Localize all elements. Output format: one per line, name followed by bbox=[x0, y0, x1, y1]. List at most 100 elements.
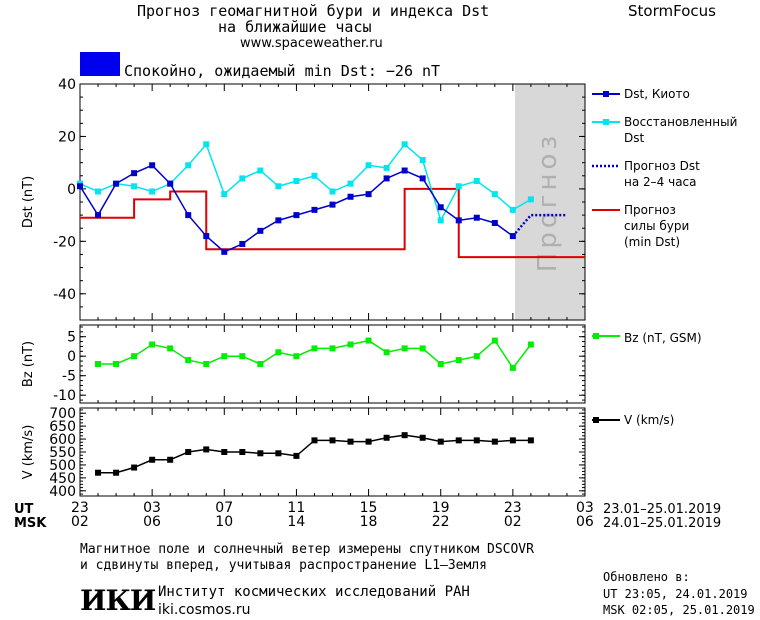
dst-restored-point bbox=[257, 167, 264, 174]
v-ytick-label: 700 bbox=[49, 406, 76, 422]
msk-tick-label: 06 bbox=[576, 514, 594, 530]
ut-tick-label: 19 bbox=[431, 500, 450, 516]
legend-storm-1: Прогноз bbox=[624, 203, 676, 217]
bz-panel-frame bbox=[79, 324, 586, 404]
footer-note-2: и сдвинуты вперед, учитывая распростране… bbox=[80, 558, 487, 573]
bz-point bbox=[113, 361, 120, 367]
legend-bz: Bz (nT, GSM) bbox=[624, 331, 702, 345]
dst-restored-point bbox=[455, 183, 462, 190]
ut-label: UT bbox=[14, 502, 34, 517]
msk-tick-label: 14 bbox=[287, 514, 306, 530]
legend-v: V (km/s) bbox=[624, 413, 674, 427]
dst-restored-point bbox=[293, 178, 300, 185]
v-point bbox=[167, 456, 174, 463]
bz-point bbox=[329, 345, 336, 352]
updated-label: Обновлено в: bbox=[603, 570, 690, 584]
forecast-band-label: Прогноз bbox=[533, 132, 563, 272]
bz-axis-title: Bz (nT) bbox=[21, 341, 36, 387]
dst-kyoto-point bbox=[455, 217, 462, 224]
dst-restored-point bbox=[203, 141, 210, 148]
dst-axis-title: Dst (nT) bbox=[21, 176, 36, 228]
dst-kyoto-point bbox=[419, 175, 426, 182]
v-point bbox=[329, 437, 336, 444]
dst-restored-point bbox=[131, 183, 138, 190]
dst-restored-point bbox=[275, 183, 282, 190]
msk-label: MSK bbox=[14, 516, 47, 531]
legend-storm-2: силы бури bbox=[624, 219, 689, 233]
bz-ytick-label: 0 bbox=[67, 349, 76, 365]
dst-ytick-label: -40 bbox=[53, 287, 76, 303]
v-point bbox=[149, 456, 156, 463]
v-point bbox=[491, 438, 498, 445]
v-point bbox=[419, 434, 426, 441]
v-point bbox=[113, 469, 120, 476]
dst-restored-point bbox=[437, 217, 444, 224]
ut-tick-label: 15 bbox=[359, 500, 378, 516]
dst-restored-point bbox=[347, 180, 354, 187]
msk-tick-label: 02 bbox=[71, 514, 89, 530]
v-point bbox=[455, 437, 462, 444]
title-line-1: Прогноз геомагнитной бури и индекса Dst bbox=[137, 2, 490, 20]
msk-tick-label: 22 bbox=[431, 514, 450, 530]
bz-point bbox=[437, 361, 444, 367]
ut-tick-label: 11 bbox=[287, 500, 306, 516]
bz-point bbox=[203, 361, 210, 367]
v-ytick-label: 500 bbox=[49, 458, 76, 474]
v-point bbox=[203, 446, 210, 453]
dst-restored-point bbox=[419, 157, 426, 164]
msk-tick-label: 10 bbox=[215, 514, 234, 530]
dst-kyoto-point bbox=[185, 212, 192, 219]
legend-dst: Dst, Киото bbox=[624, 87, 690, 101]
dst-kyoto-point bbox=[95, 212, 102, 219]
dst-restored-line bbox=[79, 142, 532, 223]
dst-ytick-label: -20 bbox=[53, 234, 76, 250]
dst-kyoto-point bbox=[347, 193, 354, 200]
ut-tick-label: 23 bbox=[71, 500, 89, 516]
bz-point bbox=[167, 345, 174, 352]
dst-kyoto-point bbox=[149, 162, 156, 169]
site-url: www.spaceweather.ru bbox=[240, 36, 383, 51]
bz-point bbox=[401, 345, 408, 352]
dst-kyoto-point bbox=[167, 180, 174, 187]
dst-restored-point bbox=[239, 175, 246, 182]
bz-point bbox=[311, 345, 318, 352]
storm-forecast-line bbox=[80, 187, 585, 259]
ut-tick-label: 03 bbox=[576, 500, 594, 516]
dst-ytick-label: 20 bbox=[58, 129, 76, 145]
v-ytick-label: 550 bbox=[49, 445, 76, 461]
v-ytick-label: 400 bbox=[49, 484, 76, 500]
dst-restored-point bbox=[329, 188, 336, 195]
bz-point bbox=[491, 337, 498, 344]
v-point bbox=[347, 438, 354, 445]
dst-restored-point bbox=[473, 178, 480, 185]
bz-ytick-label: -10 bbox=[53, 388, 76, 404]
dst-restored-point bbox=[221, 191, 228, 198]
bz-ytick-label: 5 bbox=[67, 330, 76, 346]
footer-note-1: Магнитное поле и солнечный ветер измерен… bbox=[80, 542, 534, 557]
bz-point bbox=[95, 361, 102, 367]
dst-restored-point bbox=[509, 206, 516, 213]
bz-point bbox=[239, 353, 246, 360]
dst-kyoto-point bbox=[491, 219, 498, 226]
bz-point bbox=[365, 337, 372, 344]
dst-kyoto-point bbox=[473, 214, 480, 221]
v-ytick-label: 650 bbox=[49, 419, 76, 435]
legend-forecast-2: на 2–4 часа bbox=[624, 175, 697, 189]
updated-msk: MSK 02:05, 25.01.2019 bbox=[603, 603, 755, 617]
msk-range: 24.01–25.01.2019 bbox=[603, 516, 722, 531]
ut-range: 23.01–25.01.2019 bbox=[603, 502, 722, 517]
legend: Dst, Киото Восстановленный Dst Прогноз D… bbox=[592, 87, 737, 427]
bz-point bbox=[383, 349, 390, 356]
title-line-2: на ближайшие часы bbox=[218, 18, 372, 36]
status-text: Спокойно, ожидаемый min Dst: −26 nT bbox=[124, 62, 441, 80]
dst-kyoto-point bbox=[311, 206, 318, 213]
dst-kyoto-point bbox=[239, 240, 246, 247]
dst-kyoto-point bbox=[293, 212, 300, 219]
ut-tick-label: 23 bbox=[503, 500, 522, 516]
institute-site: iki.cosmos.ru bbox=[158, 602, 251, 618]
v-point bbox=[527, 437, 534, 444]
dst-restored-point bbox=[383, 164, 390, 171]
status-swatch bbox=[80, 52, 120, 76]
dst-kyoto-point bbox=[437, 204, 444, 211]
v-panel-frame bbox=[79, 407, 586, 497]
